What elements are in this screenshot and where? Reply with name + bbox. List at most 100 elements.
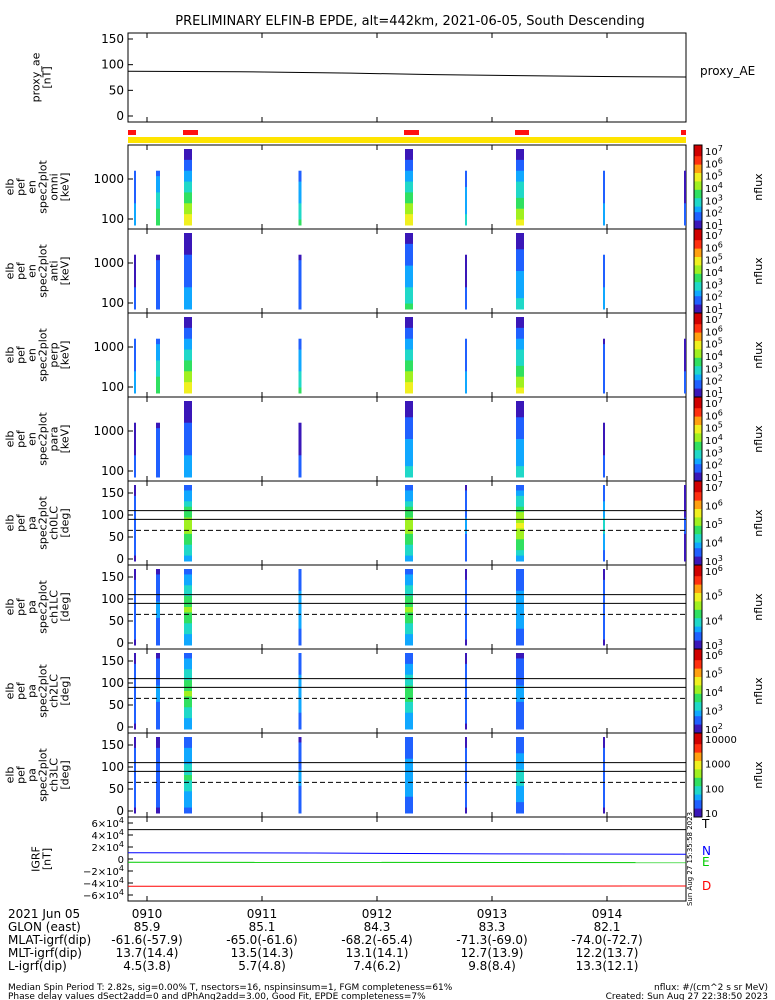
spectrogram-cell: [405, 544, 413, 551]
spectrogram-cell: [603, 214, 605, 221]
colorbar-cell: [694, 525, 702, 530]
colorbar-cell: [694, 444, 702, 448]
spectrogram-cell: [405, 747, 413, 754]
colorbar-cell: [694, 464, 702, 468]
colorbar-cell: [694, 189, 702, 194]
spectrogram-cell: [298, 360, 302, 367]
colorbar-cell: [694, 145, 702, 149]
spectrogram-cell: [134, 501, 136, 508]
spectrogram-cell: [516, 517, 524, 524]
colorbar-cell: [694, 178, 702, 182]
colorbar-cell: [694, 668, 702, 672]
colorbar-cell: [694, 542, 702, 546]
spectrogram-cell: [298, 219, 302, 226]
y-tick-label: 0: [116, 636, 124, 650]
spectrogram-cell: [684, 192, 686, 199]
colorbar-cell: [694, 341, 702, 345]
spectrogram-cell: [603, 807, 605, 814]
spectrogram-cell: [184, 607, 192, 613]
colorbar-cell: [694, 635, 702, 639]
spectrogram-cell: [156, 674, 160, 681]
spectrogram-cell: [298, 208, 302, 215]
spectrogram-cell: [298, 287, 302, 294]
colorbar-tick-label: 107: [705, 144, 723, 159]
side-timestamp: Sun Aug 27 15:35:58 2023: [686, 812, 694, 906]
spectrogram-cell: [134, 349, 136, 356]
axis-row-value: 85.1: [249, 920, 276, 934]
spectrogram-cell: [156, 455, 160, 462]
spectrogram-cell: [465, 287, 467, 294]
spectrogram-cell: [298, 701, 302, 708]
spectrogram-cell: [184, 449, 192, 456]
spectrogram-cell: [184, 271, 192, 277]
spectrogram-cell: [516, 349, 524, 356]
spectrogram-cell: [603, 260, 605, 267]
spectrogram-cell: [603, 544, 605, 551]
y-axis-label: [deg]: [59, 760, 72, 789]
spectrogram-cell: [516, 758, 524, 765]
spectrogram-cell: [684, 219, 686, 226]
spectrogram-cell: [298, 585, 302, 592]
colorbar-cell: [694, 797, 702, 801]
spectrogram-cell: [156, 590, 160, 597]
spectrogram-cell: [603, 338, 605, 345]
colorbar-cell: [694, 738, 702, 742]
spectrogram-cell: [465, 758, 467, 765]
spectrogram-cell: [134, 802, 136, 809]
colorbar-cell: [694, 721, 702, 726]
spectrogram-cell: [405, 485, 413, 491]
spectrogram-cell: [684, 197, 686, 204]
colorbar-cell: [694, 503, 702, 507]
spectrogram-cell: [603, 170, 605, 177]
spectrogram-cell: [156, 387, 160, 394]
spectrogram-cell: [184, 265, 192, 272]
colorbar-cell: [694, 397, 702, 401]
spectrogram-cell: [465, 197, 467, 204]
spectrogram-cell: [405, 281, 413, 288]
spectrogram-cell: [465, 539, 467, 546]
axis-row-value: -65.0(-61.6): [226, 933, 297, 947]
spectrogram-cell: [603, 433, 605, 440]
y-axis-label: IGRF: [30, 846, 43, 872]
spectrogram-cell: [603, 539, 605, 546]
spectrogram-cell: [134, 344, 136, 351]
colorbar-tick-label: 101: [705, 218, 723, 233]
spectrogram-cell: [684, 338, 686, 345]
spectrogram-cell: [156, 192, 160, 199]
spectrogram-cell: [465, 712, 467, 719]
spectrogram-cell: [405, 601, 413, 608]
spectrogram-cell: [405, 406, 413, 413]
colorbar-cell: [694, 696, 702, 700]
colorbar-cell: [694, 231, 702, 236]
spectrogram-cell: [405, 701, 413, 708]
colorbar-cell: [694, 310, 702, 314]
spectrogram-cell: [603, 254, 605, 261]
axis-row-value: 7.4(6.2): [353, 959, 401, 973]
y-tick-label: 150: [101, 486, 124, 500]
spectrogram-cell: [405, 181, 413, 188]
spectrogram-cell: [405, 585, 413, 592]
spectrogram-cell: [465, 796, 467, 803]
spectrogram-cell: [465, 512, 467, 519]
axis-row-value: 84.3: [364, 920, 391, 934]
spectrogram-cell: [184, 658, 192, 665]
colorbar-cell: [694, 167, 702, 171]
spectrogram-cell: [134, 485, 136, 491]
spectrogram-cell: [298, 376, 302, 383]
colorbar-cell: [694, 458, 702, 462]
y-tick-label: 6×104: [91, 816, 124, 831]
spectrogram-cell: [603, 371, 605, 378]
colorbar-tick-label: 106: [705, 240, 723, 255]
spectrogram-cell: [516, 555, 524, 562]
y-axis-label: [keV]: [59, 173, 72, 202]
spectrogram-cell: [465, 517, 467, 524]
spectrogram-cell: [516, 208, 524, 215]
spectrogram-cell: [184, 758, 192, 765]
colorbar-cell: [694, 254, 702, 258]
colorbar-cell: [694, 293, 702, 297]
colorbar-cell: [694, 492, 702, 496]
colorbar-cell: [694, 447, 702, 451]
spectrogram-cell: [603, 523, 605, 529]
spectrogram-cell: [184, 219, 192, 226]
spectrogram-cell: [405, 802, 413, 809]
